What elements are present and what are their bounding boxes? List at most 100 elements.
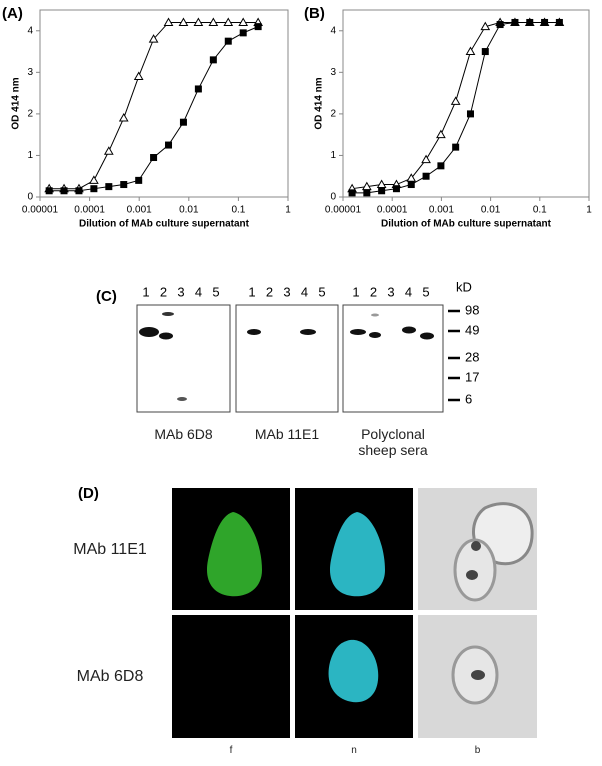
series-line [49,26,259,192]
band [369,332,381,338]
marker-square [555,18,563,26]
marker-triangle [163,17,174,26]
x-axis-title: Dilution of MAb culture supernatant [79,219,250,230]
marker-triangle [436,129,446,139]
marker-triangle [148,34,159,43]
marker-square [254,23,262,31]
marker-label: 49 [465,322,479,337]
marker-square [526,18,534,26]
y-tick-label: 0 [330,192,336,203]
marker-square [407,181,415,189]
marker-square [165,141,173,149]
marker-square [392,185,400,193]
marker-triangle [103,146,114,155]
x-tick-label: 1 [285,205,291,216]
blot-frame [342,304,444,413]
size-markers: 98 49 28 17 6 [448,302,479,406]
marker-label: 17 [465,369,479,384]
lane-label: 4 [405,284,412,299]
marker-square [150,154,158,162]
x-tick-label: 0.1 [533,205,547,216]
marker-label: 98 [465,302,479,317]
band [162,312,174,316]
marker-triangle [465,46,476,56]
marker-square [422,172,430,180]
panel-label: (D) [78,485,99,502]
marker-square [209,56,217,64]
blot-frame [235,304,339,413]
band [177,397,187,401]
y-axis-title: OD 414 nm [314,77,325,129]
marker-square [481,48,489,56]
lane-label: 5 [422,284,429,299]
y-tick-label: 1 [330,150,336,161]
cell-cyan [329,512,385,597]
marker-square [90,185,98,193]
lane-label: 1 [248,284,255,299]
band [300,329,316,335]
lane-label: 4 [195,284,202,299]
marker-square [348,189,356,197]
y-tick-label: 0 [27,192,33,203]
band [159,332,173,340]
marker-square [105,183,113,191]
lane-label: 1 [142,284,149,299]
marker-square [224,37,232,45]
series-line [352,21,560,194]
y-tick-label: 3 [27,67,33,78]
x-tick-label: 0.001 [429,205,454,216]
cell-bright [453,538,497,602]
x-tick-label: 0.00001 [325,205,362,216]
marker-square [239,29,247,37]
marker-triangle [421,154,431,164]
marker-square [135,176,143,184]
y-tick-label: 4 [27,25,33,36]
x-tick-label: 0.01 [179,205,199,216]
y-axis-title: OD 414 nm [11,77,22,129]
marker-triangle [238,17,249,26]
lane-label: 4 [301,284,308,299]
y-tick-label: 1 [27,150,33,161]
x-tick-label: 0.001 [127,205,152,216]
marker-triangle [480,21,491,31]
series-line [352,21,560,190]
pigment [471,670,485,680]
row-label: MAb 11E1 [73,541,147,558]
marker-square [60,187,68,195]
marker-square [496,21,504,29]
panel-label: (C) [96,288,117,305]
lane-label: 2 [370,284,377,299]
marker-square [511,18,519,26]
lane-label: 1 [352,284,359,299]
marker-triangle [133,71,144,80]
marker-square [45,187,53,195]
marker-label: 6 [465,391,472,406]
band [247,329,261,335]
marker-triangle [223,17,234,26]
band [420,332,434,340]
group-label: Polyclonal sheep sera [358,426,428,458]
image-f [172,615,290,738]
marker-triangle [118,113,129,122]
marker-label: 28 [465,349,479,364]
marker-square [194,85,202,93]
lane-label: 5 [212,284,219,299]
marker-square [378,187,386,195]
marker-square [541,18,549,26]
band [371,313,379,317]
band [350,329,366,335]
marker-square [363,189,371,197]
marker-square [120,181,128,189]
marker-square [437,162,445,170]
micrograph [172,488,537,738]
panel-label: (A) [2,5,23,22]
marker-triangle [89,175,99,184]
lane-label: 2 [160,284,167,299]
band [402,326,416,334]
marker-square [179,118,187,126]
lane-label: 3 [387,284,394,299]
column-label: f [229,745,233,756]
marker-triangle [178,17,189,26]
